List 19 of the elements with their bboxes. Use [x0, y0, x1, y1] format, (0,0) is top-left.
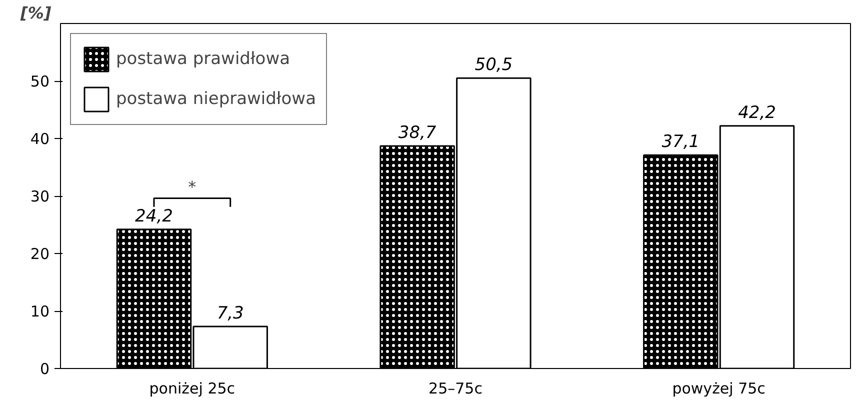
x-tick-label: powyżej 75c — [672, 380, 766, 398]
y-tick-label: 0 — [40, 360, 50, 378]
annotation: * — [188, 177, 196, 196]
data-label: 7,3 — [216, 304, 244, 324]
legend-label: postawa nieprawidłowa — [116, 89, 316, 109]
x-tick-label: poniżej 25c — [149, 380, 236, 398]
y-axis-title: [%] — [20, 4, 52, 22]
data-label: 42,2 — [738, 102, 776, 123]
x-tick-label: 25–75c — [428, 380, 482, 398]
legend-label: postawa prawidłowa — [116, 49, 290, 69]
data-label: 37,1 — [662, 132, 700, 152]
data-label: 24,2 — [135, 206, 173, 226]
y-tick-label: 20 — [30, 245, 50, 263]
y-tick-label: 10 — [30, 302, 50, 320]
data-label: 50,5 — [474, 55, 513, 76]
y-tick-label: 40 — [30, 130, 50, 148]
y-tick-label: 30 — [30, 188, 50, 206]
y-tick-label: 50 — [30, 72, 50, 90]
data-label: 38,7 — [398, 122, 436, 143]
